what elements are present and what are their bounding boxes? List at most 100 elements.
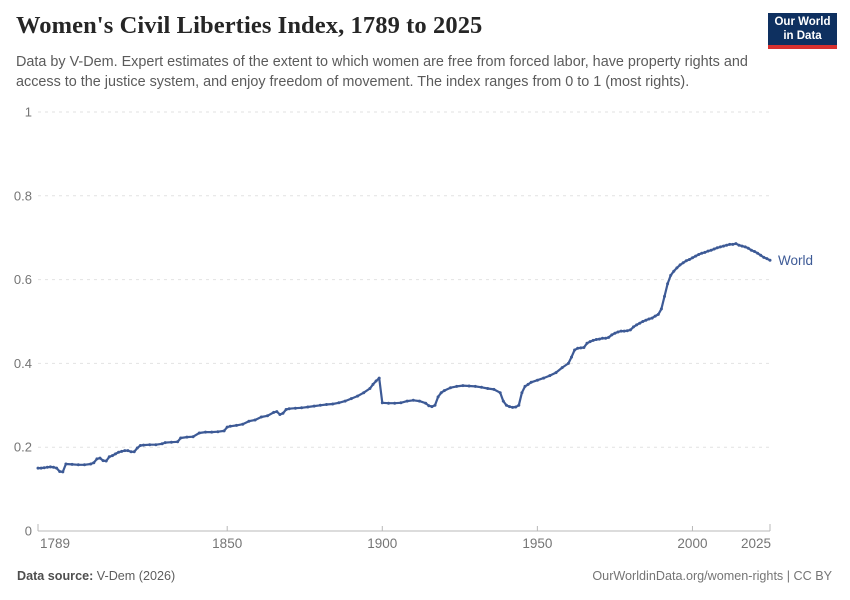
- data-point: [110, 454, 114, 458]
- data-point: [514, 405, 518, 409]
- data-point: [722, 244, 725, 248]
- data-point: [604, 336, 608, 340]
- x-tick-label: 1850: [212, 536, 242, 551]
- data-point: [529, 380, 533, 384]
- data-point: [36, 466, 40, 470]
- data-point: [266, 414, 269, 418]
- data-point: [712, 247, 716, 251]
- data-point: [523, 384, 527, 388]
- data-point: [675, 266, 679, 270]
- data-point: [45, 465, 49, 469]
- data-point: [101, 459, 105, 463]
- data-point: [439, 391, 443, 395]
- data-point: [169, 440, 173, 444]
- data-point: [95, 457, 99, 461]
- data-point: [638, 321, 642, 325]
- data-point: [39, 466, 43, 470]
- y-tick-label: 0.6: [14, 272, 32, 287]
- data-point: [650, 316, 654, 320]
- series-end-label: World: [778, 253, 813, 268]
- data-point: [644, 318, 648, 322]
- data-point: [114, 452, 117, 456]
- data-point: [142, 443, 145, 447]
- data-point: [473, 384, 477, 388]
- data-point: [284, 408, 288, 411]
- data-point: [349, 397, 353, 401]
- data-point: [728, 242, 732, 246]
- data-point: [58, 470, 62, 473]
- data-point: [433, 403, 437, 407]
- data-point: [160, 442, 164, 446]
- data-point: [520, 391, 524, 395]
- owid-logo-accent-bar: [768, 45, 837, 49]
- data-point: [92, 461, 96, 465]
- data-point: [461, 384, 465, 388]
- data-point: [700, 251, 704, 255]
- data-point: [666, 282, 670, 286]
- data-point: [753, 250, 756, 253]
- y-tick-label: 0.4: [14, 356, 32, 371]
- data-point: [356, 394, 359, 398]
- data-point: [486, 387, 490, 390]
- data-point: [734, 242, 738, 246]
- chart-subtitle: Data by V-Dem. Expert estimates of the e…: [16, 54, 748, 91]
- data-point: [511, 405, 515, 409]
- data-point: [222, 429, 226, 433]
- y-tick-label: 1: [25, 105, 32, 120]
- data-point: [678, 263, 682, 267]
- data-point: [697, 253, 701, 256]
- y-tick-label: 0.2: [14, 440, 32, 455]
- x-tick-label: 2025: [741, 536, 771, 551]
- data-point: [259, 415, 263, 419]
- series-line-world[interactable]: [36, 242, 772, 473]
- data-point: [278, 413, 282, 416]
- owid-logo[interactable]: Our World in Data: [768, 13, 837, 49]
- data-point: [455, 384, 459, 388]
- owid-logo-box: Our World in Data: [768, 13, 837, 45]
- data-point: [129, 450, 133, 454]
- data-point: [756, 251, 760, 255]
- data-point: [706, 249, 710, 253]
- data-point: [436, 395, 440, 399]
- data-point: [684, 259, 688, 263]
- data-point: [424, 401, 428, 405]
- data-point: [427, 404, 431, 408]
- data-point: [117, 450, 121, 454]
- license-credit-link[interactable]: OurWorldinData.org/women-rights | CC BY: [592, 569, 832, 583]
- data-point: [154, 443, 158, 447]
- data-point: [635, 323, 639, 327]
- data-point: [588, 340, 592, 344]
- data-point: [656, 312, 660, 316]
- data-point: [573, 348, 577, 352]
- data-point: [647, 317, 651, 321]
- data-point: [306, 405, 310, 409]
- data-point: [163, 441, 167, 445]
- data-point: [759, 253, 763, 257]
- data-point: [362, 391, 366, 395]
- data-point: [535, 378, 539, 382]
- data-point: [52, 465, 55, 469]
- data-point: [380, 401, 384, 405]
- data-point: [768, 258, 772, 262]
- data-point: [64, 462, 68, 466]
- data-point: [622, 329, 626, 333]
- data-point: [287, 407, 291, 411]
- data-point: [368, 387, 372, 390]
- data-point: [449, 386, 452, 390]
- data-point: [76, 463, 80, 467]
- x-tick-label: 1950: [522, 536, 552, 551]
- data-point: [247, 419, 251, 423]
- data-point: [126, 449, 130, 453]
- x-tick-label: 2000: [677, 536, 707, 551]
- data-point: [663, 294, 666, 298]
- owid-logo-line1: Our World: [774, 16, 831, 28]
- data-point: [104, 459, 108, 463]
- data-point: [318, 403, 322, 407]
- data-source-note: Data source: V-Dem (2026): [17, 569, 175, 583]
- y-tick-label: 0: [25, 524, 32, 539]
- data-point: [492, 387, 496, 391]
- data-point: [709, 248, 713, 252]
- data-point: [687, 258, 691, 261]
